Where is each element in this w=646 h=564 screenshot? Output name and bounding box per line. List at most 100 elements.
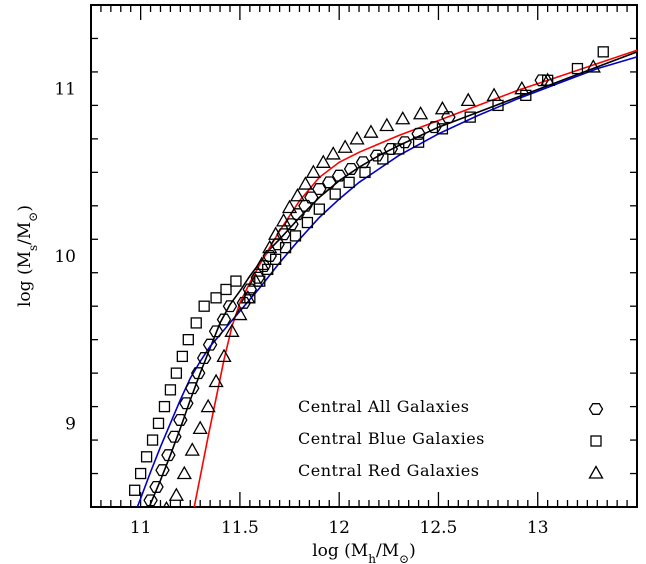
legend-blue-galaxies-marker bbox=[590, 435, 602, 447]
legend: Central All Galaxies Central Blue Galaxie… bbox=[298, 397, 604, 480]
all-galaxies-point bbox=[236, 296, 252, 309]
all-galaxies-point bbox=[298, 199, 313, 212]
blue-galaxies-point bbox=[377, 153, 389, 165]
y-tick-label: 9 bbox=[65, 414, 76, 434]
blue-galaxies-point bbox=[464, 111, 476, 123]
blue-galaxies-point bbox=[170, 367, 183, 379]
all-galaxies-point bbox=[222, 300, 238, 313]
blue-galaxies-point bbox=[343, 176, 355, 189]
all-galaxies-point bbox=[190, 367, 206, 380]
blue-galaxies-point bbox=[359, 166, 371, 178]
blue-galaxies-point bbox=[146, 434, 159, 446]
all-galaxies-point bbox=[196, 352, 212, 365]
all-galaxies-point bbox=[312, 183, 327, 196]
red-galaxies-point bbox=[514, 80, 530, 95]
all-galaxies-point bbox=[441, 111, 456, 124]
red-galaxies-point bbox=[224, 323, 240, 337]
all-galaxies-point bbox=[411, 127, 426, 140]
y-axis-label: log (Ms/M⊙) bbox=[15, 205, 40, 307]
legend-red-galaxies-label: Central Red Galaxies bbox=[298, 461, 479, 480]
red-galaxies-point bbox=[289, 187, 306, 202]
y-tick-labels: 9 10 11 bbox=[54, 80, 76, 435]
blue-galaxies-point bbox=[313, 203, 325, 215]
all-galaxies-point bbox=[331, 169, 347, 182]
blue-galaxies-point bbox=[571, 62, 584, 75]
red-galaxies-point bbox=[434, 100, 451, 115]
all-galaxies-point bbox=[173, 413, 188, 426]
red-galaxies-point bbox=[460, 92, 476, 107]
red-galaxies-point bbox=[540, 72, 556, 86]
blue-galaxies-point bbox=[220, 283, 232, 296]
blue-galaxies-point bbox=[301, 216, 314, 229]
red-galaxies-point bbox=[262, 239, 278, 254]
blue-galaxies-point bbox=[436, 123, 449, 135]
legend-all-galaxies-marker bbox=[588, 403, 604, 415]
all-galaxies-point bbox=[202, 338, 218, 351]
red-galaxies-point bbox=[281, 199, 298, 214]
all-galaxies-point bbox=[276, 228, 291, 241]
blue-galaxies-point bbox=[230, 275, 242, 287]
legend-red-galaxies-marker bbox=[588, 465, 604, 479]
red-galaxies-point bbox=[232, 306, 248, 321]
red-galaxies-point bbox=[349, 131, 365, 145]
x-tick-label: 12 bbox=[328, 518, 350, 538]
all-galaxies-point bbox=[369, 149, 385, 162]
x-axis-label: log (Mh/M⊙) bbox=[312, 541, 416, 564]
red-galaxies-point bbox=[254, 256, 270, 271]
all-galaxies-point bbox=[185, 382, 200, 395]
data-points bbox=[129, 46, 609, 507]
red-galaxies-point bbox=[208, 373, 224, 388]
all-galaxies-point bbox=[343, 162, 359, 175]
x-tick-label: 13 bbox=[527, 518, 549, 538]
red-galaxies-fit-curve bbox=[193, 49, 637, 507]
red-galaxies-point bbox=[268, 226, 284, 240]
red-galaxies-point bbox=[176, 465, 192, 480]
blue-galaxies-point bbox=[164, 384, 177, 396]
all-galaxies-point bbox=[216, 313, 232, 326]
red-galaxies-point bbox=[379, 117, 395, 132]
all-galaxies-point bbox=[149, 480, 164, 493]
blue-galaxies-point bbox=[182, 334, 194, 346]
red-galaxies-point bbox=[412, 105, 429, 120]
red-galaxies-point bbox=[216, 348, 232, 363]
blue-galaxies-point bbox=[198, 300, 210, 312]
red-galaxies-point bbox=[297, 176, 314, 190]
plot-frame-group bbox=[90, 4, 638, 508]
blue-galaxies-point bbox=[134, 467, 147, 480]
all-galaxies-point bbox=[322, 176, 337, 189]
red-galaxies-point bbox=[305, 164, 321, 178]
red-galaxies-point bbox=[337, 139, 353, 153]
red-galaxies-point bbox=[200, 398, 216, 413]
all-galaxies-point bbox=[179, 397, 194, 410]
red-galaxies-point bbox=[315, 154, 331, 168]
all-galaxies-point bbox=[262, 250, 277, 262]
blue-galaxies-point bbox=[129, 484, 141, 496]
blue-galaxies-point bbox=[329, 188, 341, 200]
all-galaxies-point bbox=[208, 325, 224, 338]
blue-galaxies-point bbox=[158, 400, 171, 413]
red-galaxies-point bbox=[248, 273, 264, 287]
plot-frame bbox=[90, 4, 638, 508]
all-galaxies-point bbox=[167, 430, 182, 443]
x-tick-label: 12.5 bbox=[420, 518, 458, 538]
red-galaxies-point bbox=[325, 146, 341, 160]
red-galaxies-point bbox=[168, 487, 184, 501]
red-galaxies-point bbox=[585, 59, 601, 73]
all-galaxies-point bbox=[143, 494, 158, 507]
blue-galaxies-point bbox=[279, 241, 292, 254]
red-galaxies-point bbox=[192, 420, 208, 435]
legend-all-galaxies-label: Central All Galaxies bbox=[298, 397, 470, 416]
all-galaxies-point bbox=[397, 136, 412, 149]
all-galaxies-point bbox=[161, 449, 176, 462]
x-tick-labels: 11 11.5 12 12.5 13 bbox=[130, 518, 549, 538]
x-tick-label: 11.5 bbox=[221, 518, 259, 538]
blue-galaxies-point bbox=[190, 317, 202, 329]
blue-galaxies-point bbox=[210, 292, 222, 304]
blue-galaxies-point bbox=[289, 230, 302, 242]
y-tick-label: 11 bbox=[54, 80, 76, 100]
blue-galaxies-point bbox=[176, 350, 188, 363]
red-galaxies-point bbox=[486, 87, 502, 102]
y-tick-label: 10 bbox=[54, 247, 76, 267]
blue-galaxies-point bbox=[393, 143, 405, 155]
